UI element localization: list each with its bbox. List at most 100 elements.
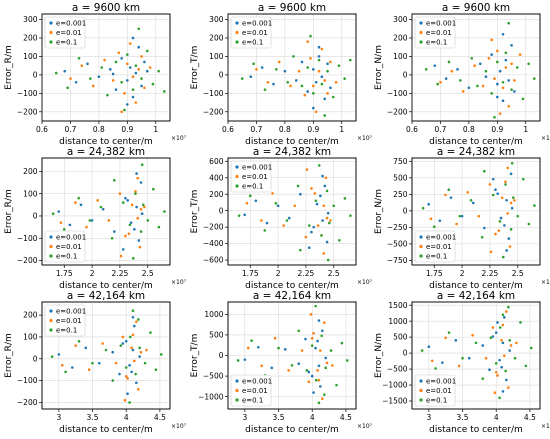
legend-marker [235,165,239,169]
data-point [527,62,530,66]
legend-marker [49,30,53,35]
data-point [527,222,531,226]
data-point [307,380,311,384]
data-point [315,202,319,206]
data-point [432,225,436,228]
data-point [106,93,109,97]
data-point [499,216,503,220]
data-point [316,339,319,343]
legend-marker [235,174,239,179]
data-point [317,319,321,322]
legend-marker [419,379,423,383]
data-point [506,166,510,170]
data-point [427,345,431,349]
subplot-5: 1.75 2 2.25 2.5 −600 −400 −200 0 200 400 600 a = 24… [190,146,373,291]
y-tick-label: 200 [23,167,38,176]
series-2 [69,42,152,114]
data-point [449,196,453,199]
legend-label: e=0.001 [242,20,272,28]
data-point [121,201,125,204]
data-point [317,45,321,49]
data-point [138,355,141,358]
data-point [509,228,513,231]
data-point [64,370,67,374]
data-point [494,362,498,365]
plot-border [41,13,171,122]
data-point [68,223,72,227]
data-point [331,95,335,99]
y-axis-label: Error_N/m [374,189,384,234]
y-tick-label: 0 [403,206,408,215]
y-tick-label: −100 [17,234,38,243]
data-point [317,164,321,167]
y-tick-label: −500 [387,365,408,374]
subplot-8: 3 3.5 4 4.5 −1000 −500 0 500 1000 a = 42,164 km di… [190,290,373,435]
series-3 [240,34,352,117]
data-point [491,326,495,329]
data-point [476,84,479,88]
x-tick-label: 3.5 [87,413,99,422]
subplot-2: 0.6 0.7 0.8 0.9 1 −200 −100 0 100 200 300 a = 9600 … [190,2,373,147]
data-point [456,68,459,71]
data-point [62,228,66,231]
data-point [274,201,278,205]
data-point [128,223,132,227]
data-point [513,90,516,93]
x-tick-label: 1 [339,125,344,134]
legend-label: e=0.1 [426,397,447,405]
legend-label: e=0.01 [242,173,268,181]
x-tick-label: 1 [153,125,158,134]
data-point [321,174,324,178]
data-point [300,60,304,64]
subplot-6: 1.75 2 2.25 2.5 −750 −500 −250 0 250 500 750 a = 24… [374,146,550,291]
data-point [272,82,275,86]
data-point [306,90,309,93]
data-point [533,204,536,207]
y-axis-label: Error_R/m [4,189,14,234]
legend-box [44,304,86,337]
y-tick-label: −1000 [382,381,408,390]
y-tick-label: −200 [17,107,38,116]
y-tick-label: −200 [203,223,224,232]
legend-box [414,374,456,407]
data-point [489,336,493,340]
x-axis-multiplier: ×10⁷ [541,279,550,286]
x-axis-multiplier: ×10⁷ [357,135,373,142]
legend-label: e=0.001 [242,378,272,386]
plot-border [227,13,357,122]
data-point [310,336,314,340]
data-point [157,69,160,73]
x-tick-label: 4 [124,413,129,422]
data-point [297,69,301,73]
data-point [145,69,149,73]
legend-box [230,160,272,193]
legend-label: e=0.1 [426,39,447,47]
data-point [299,192,302,196]
data-point [321,329,324,333]
data-point [327,221,331,225]
data-point [246,346,250,350]
data-point [126,377,129,380]
x-axis-multiplier: ×10⁷ [171,279,187,286]
data-point [237,214,241,217]
data-point [275,68,278,71]
data-point [163,90,166,93]
legend-marker [49,328,53,332]
data-point [501,390,505,393]
data-point [324,356,327,360]
data-point [493,391,497,395]
y-tick-label: 300 [23,15,38,24]
data-point [518,53,522,56]
y-tick-label: 100 [23,333,38,342]
data-point [504,58,508,62]
series-2 [245,168,332,255]
data-point [126,103,129,106]
data-point [130,203,134,207]
x-tick-label: 1.75 [426,269,443,278]
y-tick-label: 0 [33,70,38,79]
data-point [458,214,462,218]
legend-label: e=0.1 [242,397,263,405]
data-point [139,350,143,354]
data-point [255,68,258,71]
